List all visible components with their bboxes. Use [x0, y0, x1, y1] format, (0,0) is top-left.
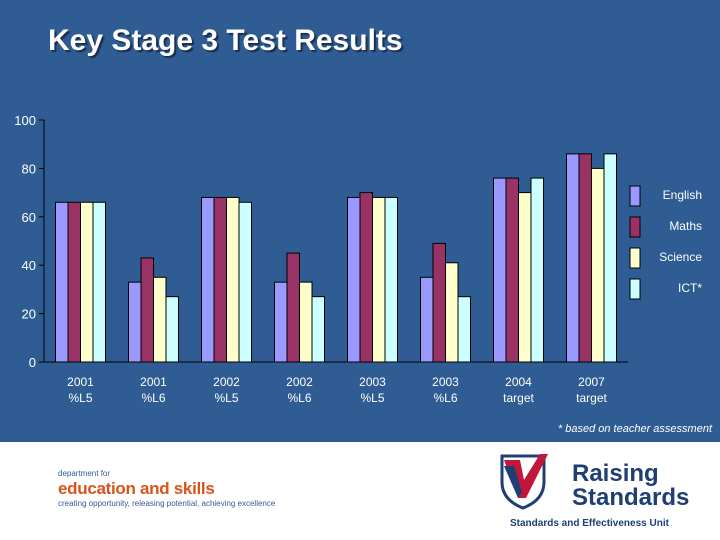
raising-standards-subtitle: Standards and Effectiveness Unit	[510, 518, 669, 529]
legend-label: Maths	[669, 219, 702, 233]
slide-title: Key Stage 3 Test Results	[48, 24, 403, 57]
dfes-logo: department for education and skills crea…	[58, 469, 318, 509]
legend-swatch	[629, 185, 641, 207]
bar-ict	[92, 201, 106, 363]
x-tick-label: 2002 %L5	[213, 375, 240, 405]
x-tick-label: 2002 %L6	[286, 375, 313, 405]
x-tick-label: 2003 %L6	[432, 375, 459, 405]
bar-english	[566, 153, 580, 363]
dfes-logo-tagline: creating opportunity, releasing potentia…	[58, 499, 276, 508]
bar-maths	[505, 177, 519, 363]
bar-science	[226, 196, 240, 363]
legend-label: ICT*	[678, 281, 702, 295]
legend-swatch	[629, 278, 641, 300]
bar-english	[55, 201, 69, 363]
legend-label: English	[663, 188, 702, 202]
y-tick-label: 0	[29, 355, 36, 370]
bar-chart: 0 20 40 60 80 100 2001 %L5 2001 %L6 2002 %L5 2002 %L6…	[14, 113, 702, 405]
bar-maths	[67, 201, 81, 363]
bar-maths	[213, 196, 227, 363]
bar-english	[347, 196, 361, 363]
legend-label: Science	[659, 250, 702, 264]
bar-maths	[578, 153, 592, 363]
bar-science	[445, 262, 459, 363]
bar-english	[201, 196, 215, 363]
bar-science	[153, 276, 167, 363]
x-tick-label: 2004 target	[503, 375, 534, 405]
y-tick-label: 60	[22, 210, 36, 225]
x-tick-label: 2001 %L5	[67, 375, 94, 405]
bar-english	[274, 281, 288, 363]
x-tick-label: 2003 %L5	[359, 375, 386, 405]
bar-english	[420, 276, 434, 363]
bar-maths	[140, 257, 154, 363]
bar-science	[518, 192, 532, 363]
raising-standards-line1: Raising	[572, 460, 659, 487]
bar-ict	[238, 201, 252, 363]
bar-ict	[165, 296, 179, 363]
y-tick-label: 20	[22, 307, 36, 322]
bar-english	[128, 281, 142, 363]
bar-ict	[384, 196, 398, 363]
x-tick-label: 2001 %L6	[140, 375, 167, 405]
bar-ict	[530, 177, 544, 363]
bar-science	[299, 281, 313, 363]
footnote: * based on teacher assessment	[557, 423, 712, 435]
bar-ict	[311, 296, 325, 363]
bar-science	[372, 196, 386, 363]
legend-swatch	[629, 247, 641, 269]
dfes-logo-line1: department for	[58, 469, 111, 478]
bar-maths	[359, 192, 373, 363]
bar-ict	[457, 296, 471, 363]
y-tick-label: 80	[22, 161, 36, 176]
bar-maths	[286, 252, 300, 363]
bar-ict	[603, 153, 617, 363]
bar-science	[80, 201, 94, 363]
y-tick-label: 40	[22, 258, 36, 273]
raising-standards-wordmark: Raising Standards	[572, 462, 689, 510]
dfes-logo-line2: education and skills	[58, 479, 215, 498]
bar-english	[493, 177, 507, 363]
legend-swatch	[629, 216, 641, 238]
bar-science	[591, 167, 605, 363]
bar-maths	[432, 242, 446, 363]
y-tick-label: 100	[14, 113, 36, 128]
raising-standards-tick-icon	[500, 454, 548, 510]
x-tick-label: 2007 target	[576, 375, 607, 405]
raising-standards-line2: Standards	[572, 484, 690, 511]
